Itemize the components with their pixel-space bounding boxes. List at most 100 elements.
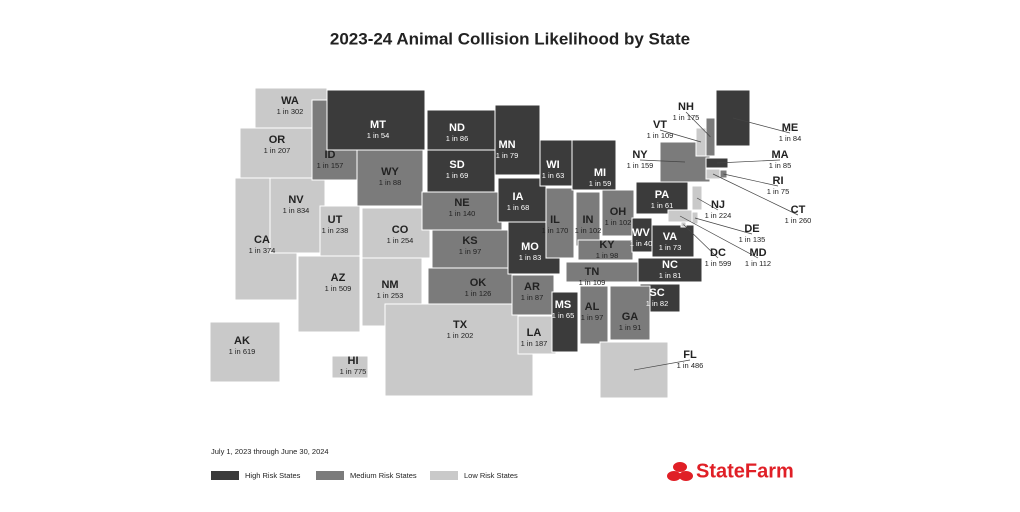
state-odds: 1 in 102 — [575, 226, 602, 235]
state-abbr: NC — [662, 259, 678, 271]
state-abbr: RI — [773, 175, 784, 187]
state-odds: 1 in 102 — [605, 218, 632, 227]
state-odds: 1 in 88 — [379, 178, 402, 187]
legend-swatch — [430, 471, 458, 480]
state-abbr: VA — [663, 231, 678, 243]
state — [361, 207, 431, 259]
state — [421, 191, 503, 231]
state-odds: 1 in 59 — [589, 179, 612, 188]
state-odds: 1 in 79 — [496, 151, 519, 160]
state-odds: 1 in 54 — [367, 131, 390, 140]
state — [539, 139, 577, 187]
state — [609, 285, 651, 341]
state-odds: 1 in 175 — [673, 113, 700, 122]
state-odds: 1 in 775 — [340, 367, 367, 376]
state-odds: 1 in 61 — [651, 201, 674, 210]
state-odds: 1 in 84 — [779, 134, 802, 143]
state-abbr: NM — [381, 279, 398, 291]
state-abbr: OR — [269, 134, 286, 146]
state — [384, 303, 534, 397]
state-odds: 1 in 126 — [465, 289, 492, 298]
state-odds: 1 in 65 — [552, 311, 575, 320]
state — [579, 285, 609, 345]
state-odds: 1 in 159 — [627, 161, 654, 170]
date-note: July 1, 2023 through June 30, 2024 — [211, 447, 329, 456]
state-odds: 1 in 207 — [264, 146, 291, 155]
state-abbr: ND — [449, 122, 465, 134]
state-odds: 1 in 75 — [767, 187, 790, 196]
state — [297, 255, 361, 333]
state-abbr: LA — [527, 327, 542, 339]
state-abbr: PA — [655, 189, 670, 201]
state — [545, 187, 575, 259]
state-abbr: CA — [254, 234, 270, 246]
state-odds: 1 in 238 — [322, 226, 349, 235]
state — [356, 149, 424, 207]
state-abbr: WA — [281, 95, 299, 107]
state-odds: 1 in 81 — [659, 271, 682, 280]
state-abbr: IN — [583, 214, 594, 226]
state-abbr: AL — [585, 301, 600, 313]
state-abbr: NY — [632, 149, 648, 161]
state-abbr: UT — [328, 214, 343, 226]
state-abbr: WY — [381, 166, 399, 178]
state-odds: 1 in 170 — [542, 226, 569, 235]
legend-label: Medium Risk States — [350, 471, 417, 480]
state-odds: 1 in 834 — [283, 206, 310, 215]
state-abbr: AZ — [331, 272, 346, 284]
state-odds: 1 in 202 — [447, 331, 474, 340]
state-abbr: FL — [683, 349, 697, 361]
title: 2023-24 Animal Collision Likelihood by S… — [330, 29, 690, 48]
state — [511, 274, 555, 316]
state-odds: 1 in 85 — [769, 161, 792, 170]
leader-line — [685, 111, 711, 138]
state-abbr: MA — [771, 149, 788, 161]
state-abbr: DE — [744, 223, 759, 235]
legend-label: Low Risk States — [464, 471, 518, 480]
state-odds: 1 in 374 — [249, 246, 276, 255]
state-odds: 1 in 486 — [677, 361, 704, 370]
state — [426, 109, 496, 151]
leader-line — [633, 359, 691, 371]
state-abbr: AR — [524, 281, 540, 293]
state-abbr: NV — [288, 194, 304, 206]
state-abbr: MN — [498, 139, 515, 151]
state-odds: 1 in 253 — [377, 291, 404, 300]
state-odds: 1 in 63 — [542, 171, 565, 180]
state-abbr: KS — [462, 235, 477, 247]
state-odds: 1 in 97 — [459, 247, 482, 256]
state-odds: 1 in 82 — [646, 299, 669, 308]
state-abbr: MO — [521, 241, 539, 253]
legend-swatch — [316, 471, 344, 480]
state — [269, 177, 326, 254]
state — [517, 315, 557, 355]
state-abbr: IA — [513, 191, 524, 203]
state-abbr: GA — [622, 311, 639, 323]
state-odds: 1 in 109 — [579, 278, 606, 287]
state-abbr: TX — [453, 319, 468, 331]
logo-oval — [673, 462, 687, 472]
state-odds: 1 in 112 — [745, 259, 771, 268]
state — [326, 89, 426, 151]
leader-line — [683, 224, 719, 259]
state-abbr: SD — [449, 159, 464, 171]
state-odds: 1 in 87 — [521, 293, 544, 302]
state-odds: 1 in 73 — [659, 243, 682, 252]
state — [427, 267, 517, 305]
state-odds: 1 in 97 — [581, 313, 604, 322]
state — [239, 127, 326, 181]
state-odds: 1 in 109 — [647, 131, 674, 140]
state — [551, 291, 579, 353]
leader-line — [694, 217, 753, 235]
state-abbr: KY — [599, 239, 615, 251]
state — [571, 139, 617, 191]
state-odds: 1 in 224 — [705, 211, 732, 220]
state-odds: 1 in 302 — [277, 107, 304, 116]
state-abbr: NH — [678, 101, 694, 113]
state-odds: 1 in 260 — [785, 216, 812, 225]
state-abbr: NJ — [711, 199, 725, 211]
state-odds: 1 in 509 — [325, 284, 352, 293]
state-abbr: CT — [791, 204, 806, 216]
leader-line — [723, 173, 779, 187]
